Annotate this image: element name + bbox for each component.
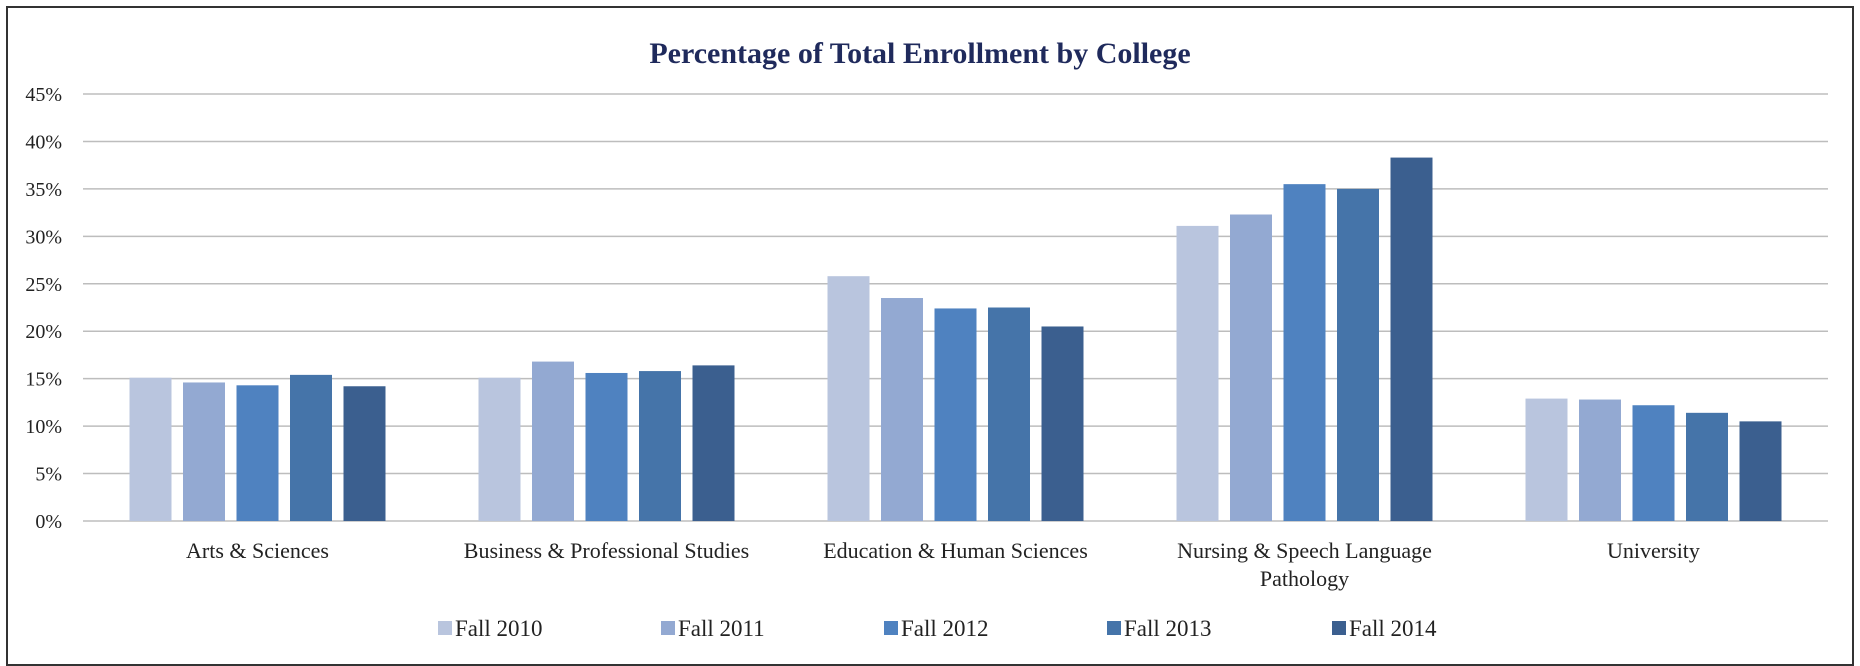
x-category-label: Arts & Sciences <box>186 538 329 563</box>
y-axis-tick-labels: 0% 5% 10% 15% 20% 25% 30% 35% 40% 45% <box>25 84 62 533</box>
bar <box>639 371 681 521</box>
chart-frame <box>6 6 1854 666</box>
bar <box>1337 188 1379 521</box>
bar <box>934 308 977 521</box>
bar <box>988 307 1030 521</box>
bar <box>1525 398 1568 521</box>
bars <box>129 157 1782 521</box>
legend-label: Fall 2014 <box>1349 616 1437 641</box>
x-category-label: Nursing & Speech Language Pathology <box>1177 538 1432 591</box>
bar <box>183 382 225 521</box>
bar <box>1041 326 1084 521</box>
x-category-label: University <box>1607 538 1700 563</box>
bar <box>290 374 332 521</box>
bar <box>1739 421 1782 521</box>
chart-title: Percentage of Total Enrollment by Colleg… <box>649 37 1190 70</box>
bar <box>881 298 923 521</box>
legend-swatch <box>884 621 898 635</box>
legend-swatch <box>661 621 675 635</box>
legend-swatch <box>438 621 452 635</box>
y-tick-label: 30% <box>25 226 62 248</box>
bar <box>585 372 628 521</box>
bar <box>236 385 279 521</box>
y-tick-label: 25% <box>25 274 62 296</box>
y-tick-label: 0% <box>35 511 62 533</box>
y-tick-label: 10% <box>25 416 62 438</box>
legend-label: Fall 2011 <box>678 616 765 641</box>
bar <box>1283 184 1326 521</box>
bar <box>1632 405 1675 521</box>
bar <box>129 377 172 521</box>
legend-label: Fall 2010 <box>455 616 543 641</box>
x-category-label: Education & Human Sciences <box>823 538 1088 563</box>
bar <box>1579 399 1621 521</box>
bar <box>532 361 574 521</box>
bar <box>1176 225 1219 521</box>
legend-label: Fall 2012 <box>901 616 989 641</box>
bar <box>478 377 521 521</box>
bar <box>1686 412 1728 521</box>
legend-label: Fall 2013 <box>1124 616 1212 641</box>
bar <box>343 386 386 521</box>
bar <box>1230 214 1272 521</box>
legend: Fall 2010 Fall 2011 Fall 2012 Fall 2013 Fall… <box>438 616 1437 641</box>
y-tick-label: 45% <box>25 84 62 106</box>
y-tick-label: 5% <box>35 464 62 486</box>
y-tick-label: 15% <box>25 369 62 391</box>
y-tick-label: 20% <box>25 321 62 343</box>
bar <box>692 365 735 521</box>
legend-swatch <box>1332 621 1346 635</box>
x-category-label: Business & Professional Studies <box>464 538 749 563</box>
y-tick-label: 40% <box>25 131 62 153</box>
legend-swatch <box>1107 621 1121 635</box>
bar <box>827 276 870 521</box>
y-tick-label: 35% <box>25 179 62 201</box>
bar <box>1390 157 1433 521</box>
x-axis-category-labels: Arts & Sciences Business & Professional S… <box>186 538 1700 591</box>
